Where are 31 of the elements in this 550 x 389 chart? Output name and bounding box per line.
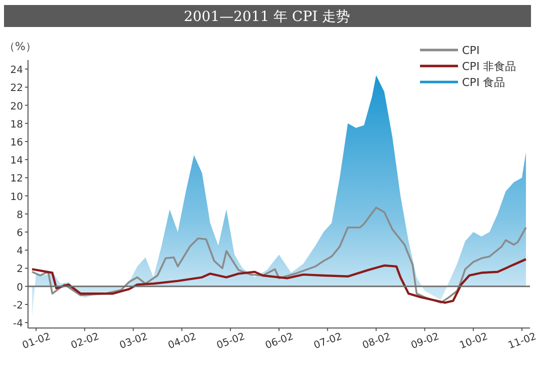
y-tick-label: 20: [10, 101, 23, 112]
x-tick-label: 07-02: [312, 331, 344, 352]
legend-label: CPI: [462, 44, 480, 57]
x-tick-label: 10-02: [458, 331, 490, 352]
y-tick-label: 0: [16, 282, 23, 294]
y-tick-label: 16: [10, 137, 23, 148]
x-tick-label: 05-02: [215, 331, 246, 352]
y-tick-label: 10: [10, 192, 23, 203]
y-axis-title: （%）: [4, 40, 36, 53]
y-tick-label: 12: [10, 174, 23, 185]
x-tick-label: 11-02: [506, 331, 538, 352]
x-tick-label: 09-02: [410, 331, 441, 352]
x-tick-label: 04-02: [166, 331, 198, 352]
y-tick-label: 24: [10, 65, 23, 76]
y-tick-label: 4: [16, 246, 23, 258]
y-tick-label: -2: [13, 300, 23, 312]
y-tick-label: 22: [10, 83, 23, 94]
x-tick-label: 08-02: [361, 331, 392, 352]
chart-title: 2001—2011 年 CPI 走势: [184, 9, 350, 25]
x-tick-label: 03-02: [118, 331, 150, 352]
legend-label: CPI 食品: [462, 76, 506, 89]
x-tick-label: 01-02: [21, 331, 52, 352]
y-tick-label: 6: [16, 228, 23, 240]
y-tick-label: 8: [16, 210, 23, 221]
y-tick-label: 18: [10, 119, 23, 130]
legend-label: CPI 非食品: [462, 60, 516, 73]
x-tick-label: 06-02: [264, 331, 296, 352]
y-tick-label: 14: [10, 156, 23, 167]
x-tick-label: 02-02: [70, 331, 101, 352]
y-tick-label: -4: [13, 318, 23, 330]
y-tick-label: 2: [16, 264, 23, 276]
